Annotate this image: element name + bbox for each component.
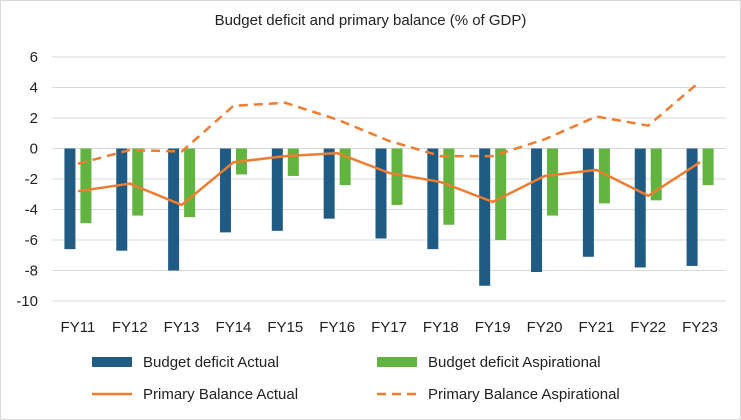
legend-swatch bbox=[92, 357, 132, 367]
bar bbox=[547, 148, 559, 216]
bar bbox=[168, 148, 180, 271]
legend-label: Budget deficit Actual bbox=[143, 354, 279, 371]
legend-swatch bbox=[377, 357, 417, 367]
bar bbox=[271, 148, 283, 231]
y-tick-label: 0 bbox=[30, 141, 38, 158]
bar bbox=[80, 148, 92, 224]
y-tick-label: -4 bbox=[25, 202, 38, 219]
bar bbox=[650, 148, 662, 201]
y-axis-ticks: 6 4 2 0 -2 -4 -6 -8 -10 bbox=[16, 49, 38, 310]
bars bbox=[64, 148, 714, 286]
bar bbox=[64, 148, 76, 250]
series-line bbox=[77, 80, 701, 165]
x-tick-label: FY20 bbox=[527, 319, 563, 336]
bar bbox=[686, 148, 698, 266]
bar bbox=[287, 148, 299, 176]
x-axis-ticks: FY11 FY12 FY13 FY14 FY15 FY16 FY17 FY18 FY19 FY20… bbox=[61, 319, 718, 336]
bar bbox=[219, 148, 231, 233]
series-line bbox=[77, 151, 701, 207]
bar bbox=[582, 148, 594, 257]
bar bbox=[323, 148, 335, 219]
bar bbox=[427, 148, 439, 250]
x-tick-label: FY13 bbox=[164, 319, 200, 336]
bar bbox=[531, 148, 543, 273]
bar bbox=[132, 148, 144, 216]
bar bbox=[116, 148, 128, 251]
y-tick-label: -6 bbox=[25, 232, 38, 249]
x-tick-label: FY19 bbox=[475, 319, 511, 336]
bar bbox=[391, 148, 403, 205]
legend-label: Primary Balance Aspirational bbox=[428, 386, 620, 403]
legend: Budget deficit Actual Budget deficit Aspi… bbox=[92, 354, 620, 403]
gridlines bbox=[52, 56, 726, 302]
bar bbox=[443, 148, 455, 225]
bar bbox=[184, 148, 196, 218]
y-tick-label: -8 bbox=[25, 263, 38, 280]
bar bbox=[495, 148, 507, 240]
y-tick-label: 4 bbox=[30, 80, 38, 97]
x-tick-label: FY17 bbox=[371, 319, 407, 336]
x-tick-label: FY11 bbox=[61, 319, 96, 336]
bar bbox=[375, 148, 387, 239]
y-tick-label: 2 bbox=[30, 110, 38, 127]
x-tick-label: FY22 bbox=[630, 319, 666, 336]
bar bbox=[702, 148, 714, 186]
bar bbox=[479, 148, 491, 286]
y-tick-label: -10 bbox=[16, 293, 38, 310]
series-lines bbox=[77, 80, 701, 207]
bar bbox=[339, 148, 351, 186]
legend-label: Budget deficit Aspirational bbox=[428, 354, 601, 371]
chart-title: Budget deficit and primary balance (% of… bbox=[214, 12, 527, 29]
y-tick-label: -2 bbox=[25, 171, 38, 188]
y-tick-label: 6 bbox=[30, 49, 38, 66]
bar bbox=[634, 148, 646, 268]
bar bbox=[598, 148, 610, 204]
x-tick-label: FY18 bbox=[423, 319, 459, 336]
x-tick-label: FY23 bbox=[682, 319, 718, 336]
x-tick-label: FY15 bbox=[267, 319, 303, 336]
legend-label: Primary Balance Actual bbox=[143, 386, 298, 403]
x-tick-label: FY12 bbox=[112, 319, 148, 336]
x-tick-label: FY21 bbox=[578, 319, 614, 336]
x-tick-label: FY16 bbox=[319, 319, 355, 336]
x-tick-label: FY14 bbox=[216, 319, 252, 336]
